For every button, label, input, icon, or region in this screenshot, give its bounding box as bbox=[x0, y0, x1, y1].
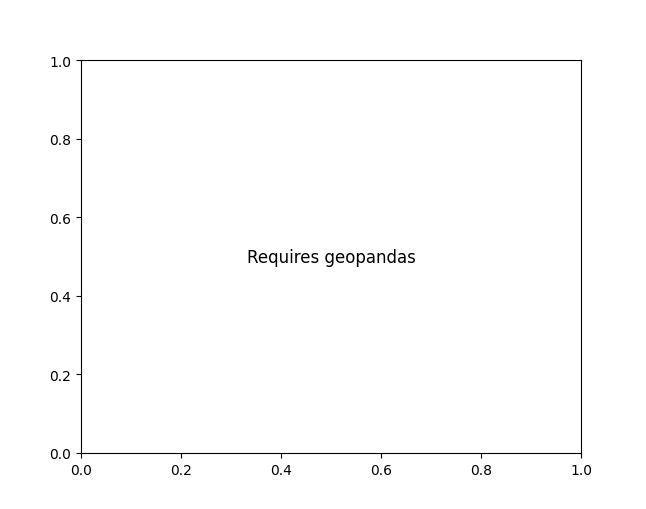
Text: Requires geopandas: Requires geopandas bbox=[247, 248, 415, 266]
